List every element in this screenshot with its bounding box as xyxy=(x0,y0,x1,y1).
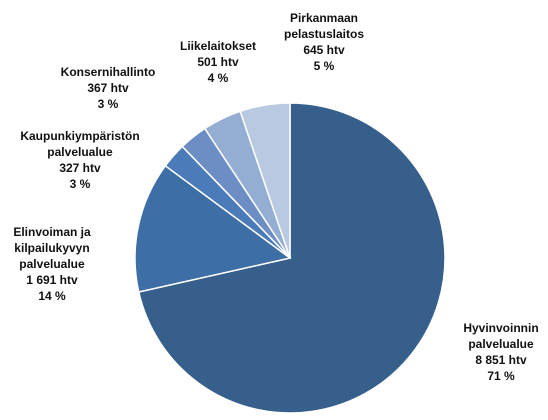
percent-label: 5 % xyxy=(313,59,335,73)
value-label: 327 htv xyxy=(59,161,101,175)
slice-label: Kaupunkiympäristön palvelualue 327 htv 3 % xyxy=(20,128,139,192)
category-label: Pirkanmaan pelastuslaitos xyxy=(283,11,365,41)
percent-label: 3 % xyxy=(69,177,91,191)
value-label: 501 htv xyxy=(197,55,239,69)
value-label: 1 691 htv xyxy=(26,273,78,287)
percent-label: 14 % xyxy=(38,289,66,303)
percent-label: 3 % xyxy=(97,97,119,111)
slice-label: Konsernihallinto 367 htv 3 % xyxy=(61,64,156,112)
category-label: Elinvoiman ja kilpailukyvyn palvelualue xyxy=(13,225,91,271)
value-label: 367 htv xyxy=(87,81,129,95)
value-label: 8 851 htv xyxy=(475,353,527,367)
slice-label: Pirkanmaan pelastuslaitos 645 htv 5 % xyxy=(284,10,364,74)
pie-slice xyxy=(239,102,291,259)
percent-label: 71 % xyxy=(487,369,515,383)
category-label: Kaupunkiympäristön palvelualue xyxy=(20,129,140,159)
category-label: Konsernihallinto xyxy=(60,65,156,79)
slice-label: Liikelaitokset 501 htv 4 % xyxy=(180,38,256,86)
category-label: Liikelaitokset xyxy=(179,39,257,53)
value-label: 645 htv xyxy=(303,43,345,57)
slice-label: Elinvoiman ja kilpailukyvyn palvelualue 1… xyxy=(13,224,90,304)
percent-label: 4 % xyxy=(207,71,229,85)
slice-label: Hyvinvoinnin palvelualue 8 851 htv 71 % xyxy=(463,320,538,384)
category-label: Hyvinvoinnin palvelualue xyxy=(463,321,539,351)
pie-slice xyxy=(137,102,446,414)
pie-slice xyxy=(134,164,292,293)
